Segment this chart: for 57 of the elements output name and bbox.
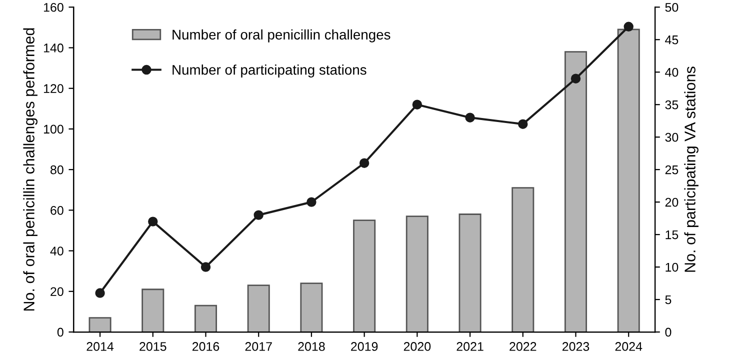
y2-tick-label: 20 (665, 198, 678, 207)
x-tick-label: 2024 (615, 342, 642, 351)
x-tick-label: 2014 (86, 342, 114, 351)
x-tick-label: 2015 (140, 342, 166, 351)
x-tick-label: 2017 (245, 342, 272, 351)
y2-tick-label: 25 (665, 165, 678, 174)
y-tick-label: 60 (50, 206, 64, 215)
y2-tick-label: 45 (665, 36, 678, 44)
x-tick-label: 2021 (456, 342, 484, 351)
bar (247, 284, 270, 332)
y-tick-label: 40 (50, 246, 64, 256)
x-tick-label: 2020 (404, 342, 431, 351)
bar (300, 282, 323, 332)
y-tick-label: 20 (50, 287, 64, 296)
y-tick-label: 120 (44, 84, 64, 94)
y-tick-label: 80 (50, 165, 64, 174)
bar (142, 288, 164, 332)
point (570, 74, 581, 84)
y2-tick-label: 30 (665, 132, 678, 142)
bar (617, 28, 640, 332)
point (148, 216, 158, 226)
bar (88, 317, 112, 332)
y-tick-label: 160 (44, 2, 64, 12)
y2-tick-label: 40 (665, 68, 678, 77)
y2-tick-label: 0 (665, 328, 672, 337)
bar (564, 51, 588, 332)
point (465, 112, 475, 122)
point (306, 197, 316, 207)
x-tick-label: 2022 (510, 342, 536, 351)
point (518, 119, 528, 129)
legend-label: Number of participating stations (172, 64, 366, 78)
y2-tick-label: 35 (665, 100, 678, 110)
bar (194, 304, 218, 332)
point (624, 22, 634, 32)
x-tick-label: 2016 (192, 342, 220, 351)
bar (353, 220, 376, 332)
y2-tick-label: 5 (665, 295, 672, 304)
y2-axis-title: No. of participating VA stations (684, 66, 698, 272)
y2-tick-label: 15 (666, 230, 678, 240)
bar (458, 214, 482, 332)
point (359, 158, 370, 168)
point (412, 100, 422, 110)
bar (406, 216, 428, 332)
x-tick-label: 2018 (298, 342, 325, 351)
x-tick-label: 2019 (351, 342, 378, 351)
y-tick-label: 140 (44, 44, 64, 52)
x-tick-label: 2023 (562, 342, 590, 351)
y-axis-title: No. of oral penicillin challenges performed (23, 28, 38, 311)
point (200, 262, 211, 272)
point (95, 288, 105, 298)
point (254, 210, 264, 220)
y-tick-label: 100 (44, 124, 64, 134)
y-tick-label: 0 (57, 328, 64, 337)
legend-label: Number of oral penicillin challenges (172, 29, 390, 42)
y2-tick-label: 10 (666, 262, 678, 272)
bar (512, 187, 534, 332)
y2-tick-label: 50 (665, 2, 678, 12)
